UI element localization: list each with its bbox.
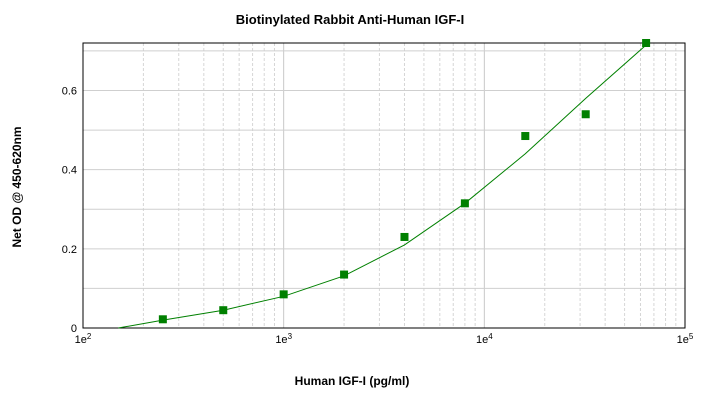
- grid: [83, 43, 685, 328]
- tick-labels: 0 0.2 0.4 0.6 1e2 1e3 1e4 1e5: [62, 86, 694, 347]
- x-tick-label: 1e2: [75, 332, 92, 346]
- data-points: [158, 39, 651, 324]
- x-tick-label: 1e5: [677, 332, 694, 346]
- data-point: [400, 232, 409, 241]
- x-tick-label: 1e3: [275, 332, 292, 346]
- fit-curve-layer: [118, 42, 650, 329]
- y-tick-label: 0.2: [62, 244, 77, 256]
- data-point: [642, 39, 651, 47]
- y-axis-label: Net OD @ 450-620nm: [10, 126, 24, 247]
- data-point: [340, 270, 349, 279]
- plot-frame: [82, 42, 686, 329]
- chart-title: Biotinylated Rabbit Anti-Human IGF-I: [236, 12, 464, 27]
- data-point: [521, 132, 530, 141]
- y-tick-label: 0.4: [62, 165, 77, 177]
- data-point: [460, 199, 469, 208]
- y-tick-label: 0: [71, 323, 77, 335]
- x-tick-label: 1e4: [476, 332, 493, 346]
- data-point: [219, 306, 228, 315]
- data-point: [158, 315, 167, 324]
- data-point: [279, 290, 288, 299]
- fit-curve: [118, 42, 650, 329]
- y-tick-label: 0.6: [62, 86, 77, 98]
- x-axis-label: Human IGF-I (pg/ml): [295, 374, 410, 388]
- data-point: [581, 110, 590, 119]
